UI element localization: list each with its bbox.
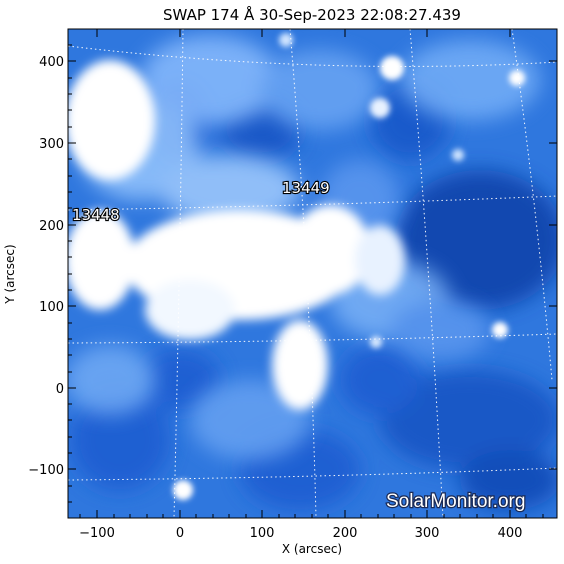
watermark: SolarMonitor.org <box>386 491 525 512</box>
x-tick-label: −100 <box>79 526 115 541</box>
y-axis-label: Y (arcsec) <box>3 244 17 304</box>
y-tick-label: 200 <box>39 219 64 234</box>
y-tick-label: 0 <box>56 382 64 397</box>
x-tick-label: 300 <box>415 526 440 541</box>
x-tick-label: 200 <box>333 526 358 541</box>
x-tick-label: 400 <box>498 526 523 541</box>
active-region-13449: 13449 <box>282 179 330 197</box>
y-tick-labels: 400 300 200 100 0 −100 <box>28 55 64 478</box>
x-tick-labels: −100 0 100 200 300 400 <box>79 526 522 541</box>
y-tick-label: 300 <box>39 137 64 152</box>
y-tick-label: 100 <box>39 300 64 315</box>
y-tick-label: 400 <box>39 55 64 70</box>
active-region-13448: 13448 <box>72 206 120 224</box>
x-tick-label: 0 <box>176 526 184 541</box>
heliographic-grid <box>68 29 557 518</box>
axis-ticks <box>68 29 557 518</box>
x-axis-label: X (arcsec) <box>282 542 342 556</box>
image-title: SWAP 174 Å 30-Sep-2023 22:08:27.439 <box>163 5 461 24</box>
y-tick-label: −100 <box>28 463 64 478</box>
solar-image <box>68 29 557 518</box>
x-tick-label: 100 <box>250 526 275 541</box>
